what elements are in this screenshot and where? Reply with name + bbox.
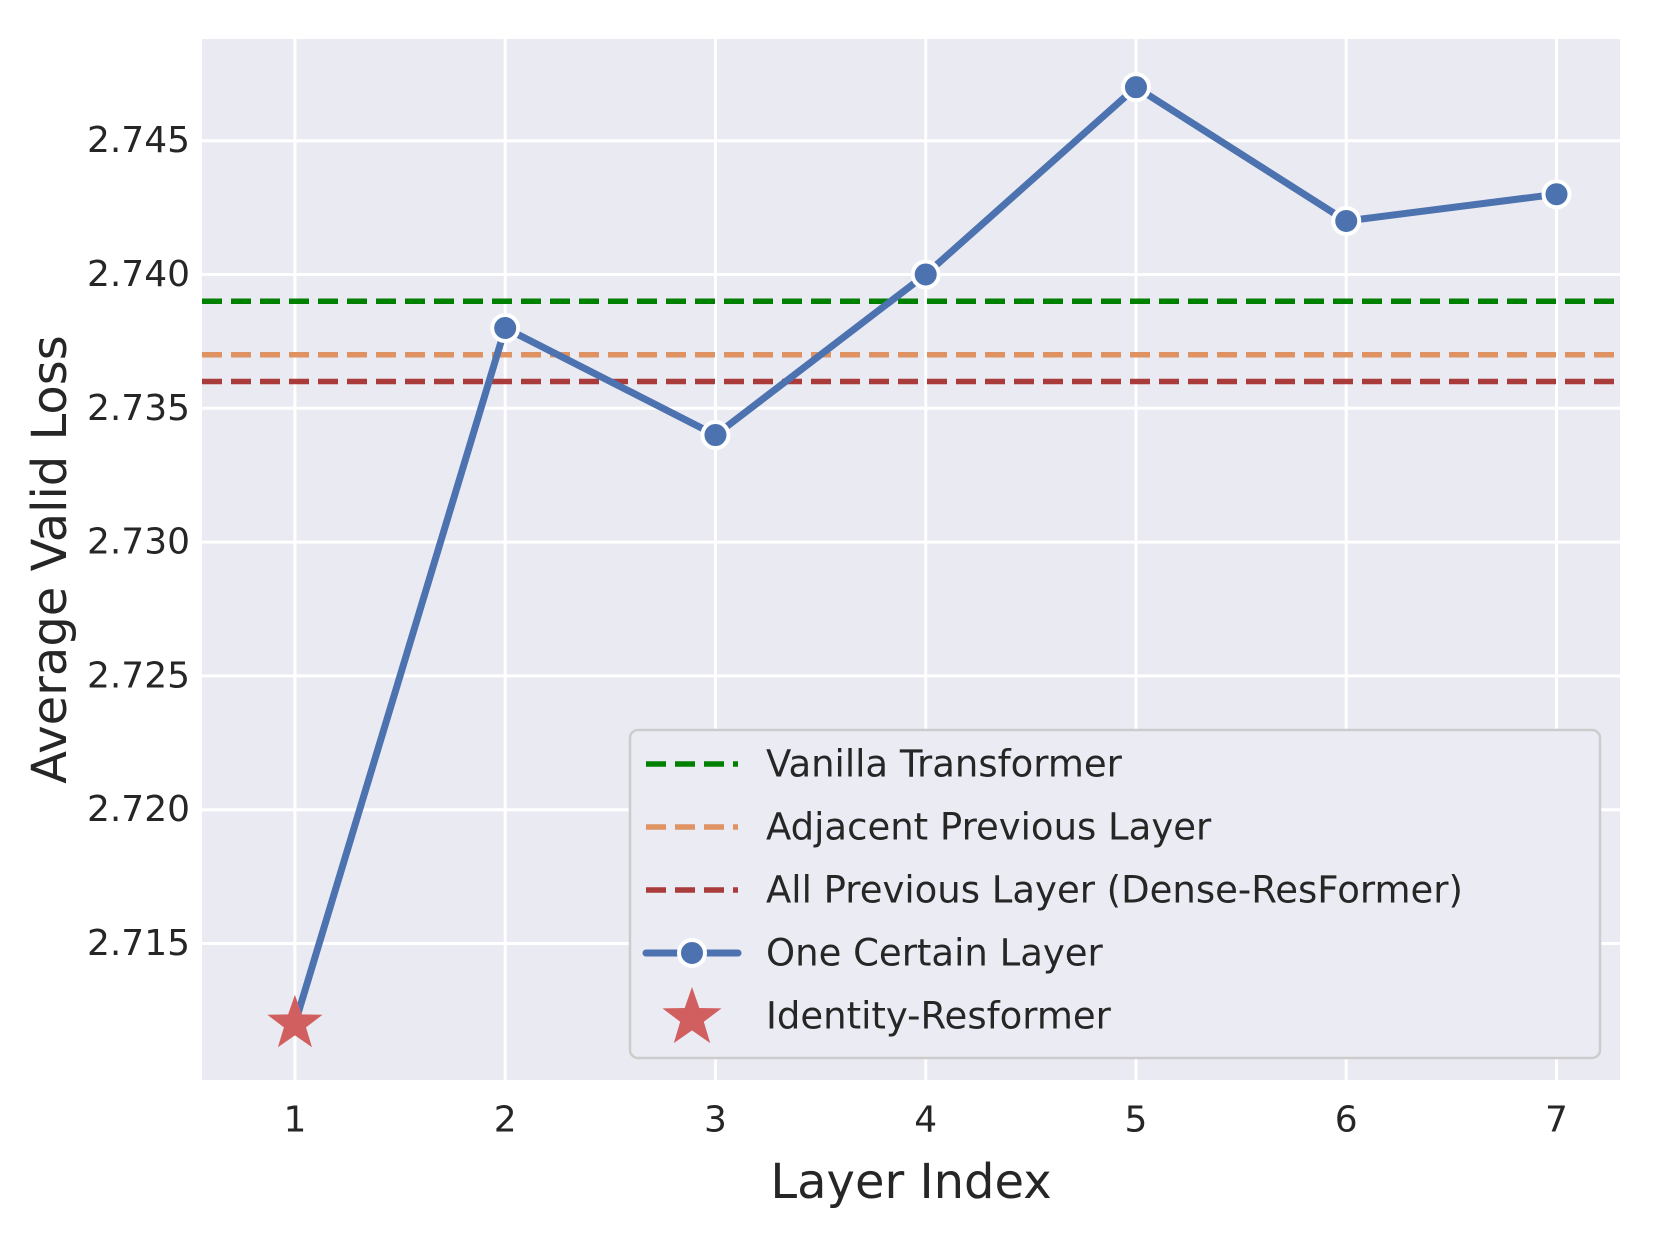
y-tick-label: 2.745 xyxy=(87,120,190,161)
x-tick-label: 4 xyxy=(914,1100,937,1141)
y-tick-label: 2.725 xyxy=(87,655,190,696)
x-tick-label: 1 xyxy=(283,1100,306,1141)
y-tick-label: 2.735 xyxy=(87,388,190,429)
x-tick-label: 2 xyxy=(494,1100,517,1141)
data-point-marker xyxy=(910,259,941,290)
data-point-marker xyxy=(490,313,521,344)
x-axis-label: Layer Index xyxy=(770,1154,1051,1210)
y-tick-label: 2.715 xyxy=(87,923,190,964)
data-point-marker xyxy=(1331,205,1362,236)
legend-box xyxy=(628,728,1602,1060)
x-tick-label: 3 xyxy=(704,1100,727,1141)
data-point-marker xyxy=(1541,179,1572,210)
star-marker xyxy=(267,994,323,1048)
x-tick-label: 7 xyxy=(1545,1100,1568,1141)
x-tick-label: 6 xyxy=(1335,1100,1358,1141)
legend-swatch-star-icon xyxy=(662,987,722,1044)
y-tick-label: 2.740 xyxy=(87,254,190,295)
legend-label: Vanilla Transformer xyxy=(766,743,1123,786)
legend-label: Identity-Resformer xyxy=(766,995,1112,1038)
x-tick-label: 5 xyxy=(1125,1100,1148,1141)
y-tick-label: 2.720 xyxy=(87,789,190,830)
legend-label: One Certain Layer xyxy=(766,932,1104,975)
legend-label: Adjacent Previous Layer xyxy=(766,806,1212,849)
data-point-marker xyxy=(700,420,731,451)
legend-label: All Previous Layer (Dense-ResFormer) xyxy=(766,869,1463,912)
data-point-marker xyxy=(1120,72,1151,103)
y-tick-label: 2.730 xyxy=(87,522,190,563)
y-axis-label: Average Valid Loss xyxy=(22,335,78,784)
legend-swatch-circle-marker-icon xyxy=(677,938,707,968)
